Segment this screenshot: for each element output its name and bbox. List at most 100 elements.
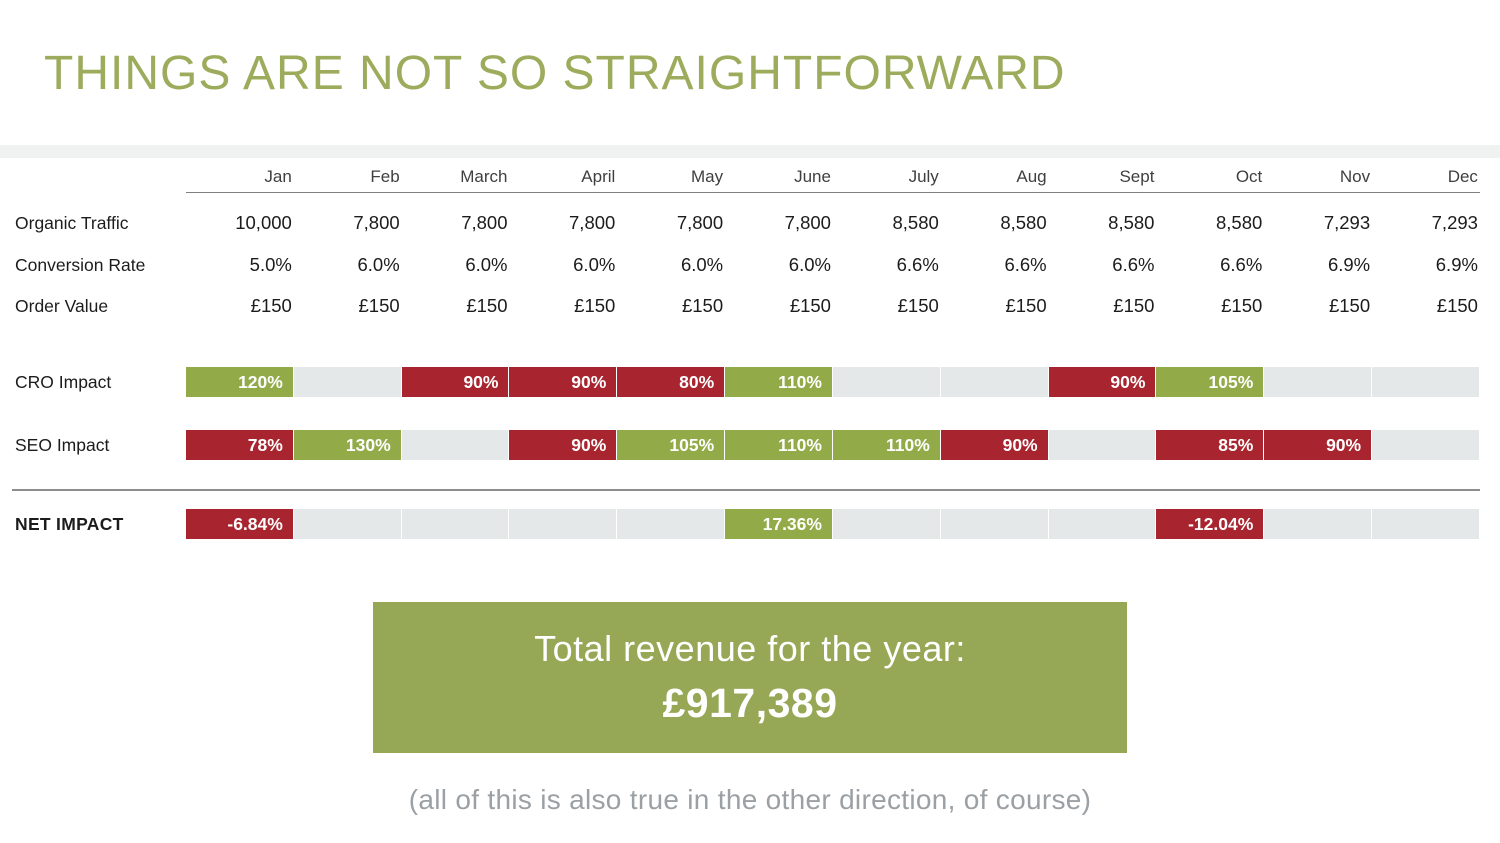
value-cell: 6.6%: [1220, 254, 1263, 275]
value-cell: £150: [681, 295, 724, 316]
month-header: March: [401, 160, 510, 193]
row-label: Conversion Rate: [15, 254, 146, 275]
month-header: Oct: [1156, 160, 1265, 193]
total-revenue-value: £917,389: [662, 680, 838, 726]
page-title: THINGS ARE NOT SO STRAIGHTFORWARD: [44, 47, 1066, 100]
value-cell: 6.0%: [788, 254, 831, 275]
impact-cell: [1372, 367, 1480, 397]
table-row-order-value: Order Value £150 £150 £150 £150 £150 £15…: [0, 285, 1480, 327]
value-cell: 7,800: [353, 212, 400, 233]
total-revenue-label: Total revenue for the year:: [534, 628, 966, 669]
value-cell: £150: [358, 295, 400, 316]
month-header-spacer: [0, 160, 186, 193]
month-header: Dec: [1372, 160, 1480, 193]
impact-cell: [1048, 509, 1157, 539]
impact-cell: [401, 430, 510, 460]
impact-cell: 90%: [401, 367, 510, 397]
impact-cell: 120%: [186, 367, 294, 397]
value-cell: £150: [466, 295, 508, 316]
value-cell: 6.0%: [357, 254, 400, 275]
impact-cell: 90%: [940, 430, 1049, 460]
value-cell: 7,800: [569, 212, 616, 233]
impact-cell: 90%: [509, 430, 618, 460]
impact-cell: 105%: [617, 430, 726, 460]
month-header: Aug: [940, 160, 1049, 193]
impact-cell: [832, 509, 941, 539]
impact-cell: [509, 509, 618, 539]
value-cell: 8,580: [1215, 212, 1263, 233]
impact-cell: 90%: [1264, 430, 1373, 460]
row-label: NET IMPACT: [15, 513, 124, 534]
value-cell: 6.6%: [896, 254, 939, 275]
impact-cell: [1264, 509, 1373, 539]
impact-cell: -12.04%: [1156, 509, 1265, 539]
value-cell: £150: [574, 295, 616, 316]
impact-cell: 85%: [1156, 430, 1265, 460]
value-cell: 7,293: [1323, 212, 1371, 233]
impact-cell: 110%: [725, 367, 833, 397]
table-row-net-impact: NET IMPACT -6.84% 17.36% -12.04%: [0, 509, 1480, 539]
value-cell: 8,580: [1000, 212, 1047, 233]
value-cell: £150: [1005, 295, 1047, 316]
month-header: May: [617, 160, 726, 193]
month-header: July: [832, 160, 941, 193]
month-header: Sept: [1048, 160, 1157, 193]
impact-cell: 78%: [186, 430, 294, 460]
impact-cell: 110%: [832, 430, 941, 460]
value-cell: 6.9%: [1435, 254, 1478, 275]
impact-cell: 110%: [725, 430, 833, 460]
impact-cell: [293, 367, 402, 397]
value-cell: 6.6%: [1004, 254, 1047, 275]
value-cell: 6.0%: [465, 254, 508, 275]
impact-cell: 90%: [509, 367, 618, 397]
value-cell: £150: [250, 295, 292, 316]
impact-cell: [940, 367, 1049, 397]
decorative-band: [0, 145, 1500, 158]
impact-cell: 105%: [1156, 367, 1265, 397]
value-cell: £150: [1221, 295, 1263, 316]
row-label: SEO Impact: [15, 434, 110, 455]
impact-cell: [940, 509, 1049, 539]
impact-cell: 80%: [617, 367, 726, 397]
impact-cell: 130%: [293, 430, 402, 460]
month-header: Nov: [1264, 160, 1373, 193]
month-header: Feb: [293, 160, 402, 193]
impact-cell: [1372, 509, 1480, 539]
row-label: Order Value: [15, 295, 109, 316]
impact-cell: [617, 509, 726, 539]
row-label: Organic Traffic: [15, 212, 129, 233]
value-cell: £150: [1113, 295, 1155, 316]
impact-cell: 17.36%: [725, 509, 833, 539]
impact-cell: [1048, 430, 1157, 460]
impact-cell: [293, 509, 402, 539]
month-header: Jan: [186, 160, 294, 193]
table-row-conversion-rate: Conversion Rate 5.0% 6.0% 6.0% 6.0% 6.0%…: [0, 244, 1480, 286]
impact-cell: [1372, 430, 1480, 460]
value-cell: 6.0%: [573, 254, 616, 275]
value-cell: 7,800: [676, 212, 724, 233]
total-revenue-box: Total revenue for the year: £917,389: [373, 602, 1127, 753]
value-cell: 7,800: [784, 212, 831, 233]
impact-cell: [401, 509, 510, 539]
table-row-organic-traffic: Organic Traffic 10,000 7,800 7,800 7,800…: [0, 202, 1480, 244]
value-cell: 6.9%: [1327, 254, 1371, 275]
month-header: April: [509, 160, 618, 193]
value-cell: 7,800: [461, 212, 508, 233]
value-cell: £150: [1436, 295, 1478, 316]
value-cell: 8,580: [1108, 212, 1155, 233]
table-row-seo-impact: SEO Impact 78% 130% 90% 105% 110% 110% 9…: [0, 430, 1480, 460]
value-cell: 5.0%: [249, 254, 292, 275]
value-cell: 8,580: [892, 212, 939, 233]
value-cell: 6.0%: [680, 254, 724, 275]
value-cell: £150: [789, 295, 831, 316]
month-header-row: Jan Feb March April May June July Aug Se…: [0, 160, 1480, 193]
net-impact-divider: [12, 489, 1480, 491]
impact-cell: -6.84%: [186, 509, 294, 539]
row-label: CRO Impact: [15, 371, 112, 392]
value-cell: 6.6%: [1112, 254, 1155, 275]
footnote: (all of this is also true in the other d…: [408, 784, 1092, 815]
impact-cell: 90%: [1048, 367, 1157, 397]
table-row-cro-impact: CRO Impact 120% 90% 90% 80% 110% 90% 105…: [0, 367, 1480, 397]
month-header: June: [725, 160, 833, 193]
